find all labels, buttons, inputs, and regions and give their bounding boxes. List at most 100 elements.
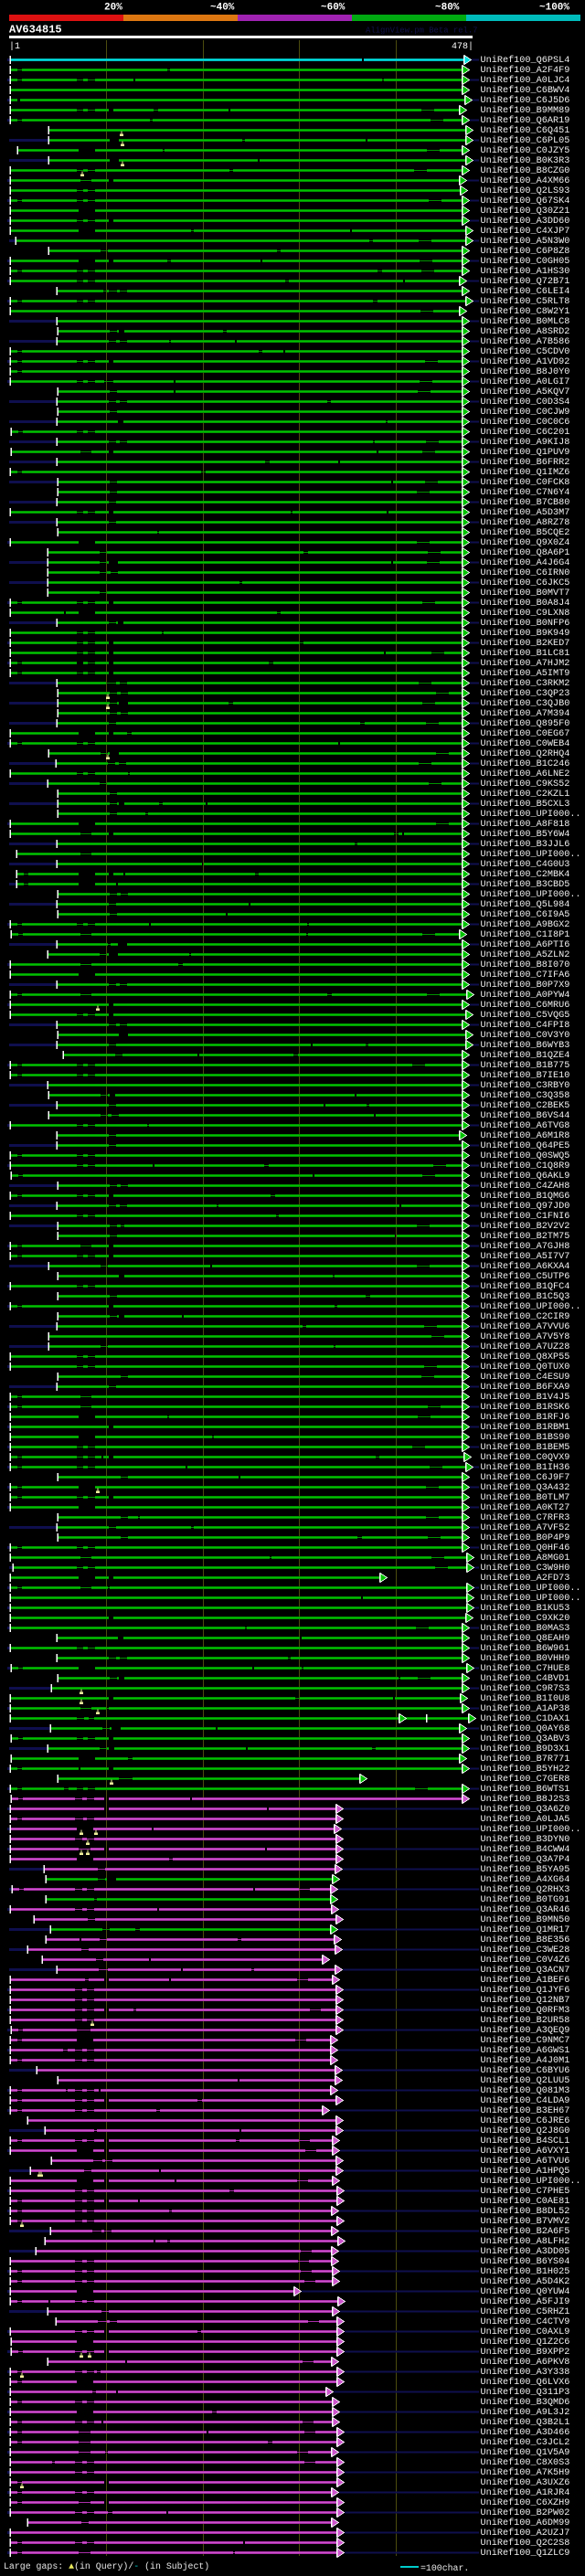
svg-text:UniRef100_B0P4P9: UniRef100_B0P4P9 <box>481 1532 570 1543</box>
svg-text:UniRef100_B5YA95: UniRef100_B5YA95 <box>481 1864 570 1875</box>
svg-text:UniRef100_C0V3Y0: UniRef100_C0V3Y0 <box>481 1030 570 1041</box>
svg-text:UniRef100_A5N3W0: UniRef100_A5N3W0 <box>481 236 570 247</box>
svg-text:UniRef100_B1RBM1: UniRef100_B1RBM1 <box>481 1422 570 1433</box>
svg-text:UniRef100_B1H025: UniRef100_B1H025 <box>481 2266 570 2277</box>
svg-text:UniRef100_Q30Z21: UniRef100_Q30Z21 <box>481 206 570 217</box>
svg-text:UniRef100_B2A6F5: UniRef100_B2A6F5 <box>481 2226 570 2237</box>
svg-text:UniRef100_B2UR58: UniRef100_B2UR58 <box>481 2015 570 2026</box>
svg-text:UniRef100_C4ZAH8: UniRef100_C4ZAH8 <box>481 1181 570 1192</box>
svg-text:~60%: ~60% <box>321 3 346 14</box>
svg-text:UniRef100_B0VHH9: UniRef100_B0VHH9 <box>481 1653 570 1664</box>
svg-text:UniRef100_C4LDA9: UniRef100_C4LDA9 <box>481 2095 570 2106</box>
svg-text:UniRef100_Q6PSL4: UniRef100_Q6PSL4 <box>481 55 570 66</box>
svg-text:UniRef100_B5CQE2: UniRef100_B5CQE2 <box>481 527 570 538</box>
svg-text:UniRef100_A3DD60: UniRef100_A3DD60 <box>481 216 570 227</box>
svg-text:UniRef100_C4BVD1: UniRef100_C4BVD1 <box>481 1673 570 1684</box>
svg-text:UniRef100_A1VD92: UniRef100_A1VD92 <box>481 356 570 367</box>
svg-text:UniRef100_C2CIR9: UniRef100_C2CIR9 <box>481 1311 570 1322</box>
svg-text:UniRef100_B7CB80: UniRef100_B7CB80 <box>481 497 570 508</box>
svg-text:UniRef100_A2UZJ7: UniRef100_A2UZJ7 <box>481 2528 570 2539</box>
svg-text:UniRef100_A1RJR4: UniRef100_A1RJR4 <box>481 2487 570 2498</box>
svg-text:Large gaps: ▲(in Query)/- (in: Large gaps: ▲(in Query)/- (in Subject) <box>4 2561 209 2571</box>
svg-text:UniRef100_C0V4Z6: UniRef100_C0V4Z6 <box>481 1955 570 1966</box>
svg-text:UniRef100_B1BS90: UniRef100_B1BS90 <box>481 1432 570 1443</box>
svg-text:UniRef100_A7V5Y8: UniRef100_A7V5Y8 <box>481 1331 570 1342</box>
svg-text:UniRef100_C7IFA6: UniRef100_C7IFA6 <box>481 970 570 981</box>
svg-text:UniRef100_B5CXL3: UniRef100_B5CXL3 <box>481 799 570 810</box>
svg-text:UniRef100_A7UZ28: UniRef100_A7UZ28 <box>481 1341 570 1352</box>
svg-text:UniRef100_Q3B2L1: UniRef100_Q3B2L1 <box>481 2417 570 2428</box>
svg-text:UniRef100_B9MM89: UniRef100_B9MM89 <box>481 105 570 116</box>
svg-text:UniRef100_B6FRR2: UniRef100_B6FRR2 <box>481 457 570 468</box>
svg-text:UniRef100_B3QMD6: UniRef100_B3QMD6 <box>481 2397 570 2408</box>
svg-text:UniRef100_C7RFR3: UniRef100_C7RFR3 <box>481 1512 570 1523</box>
svg-text:UniRef100_Q2J8G0: UniRef100_Q2J8G0 <box>481 2125 570 2136</box>
svg-text:UniRef100_UPI000..: UniRef100_UPI000.. <box>481 889 581 900</box>
svg-text:UniRef100_C2BEK5: UniRef100_C2BEK5 <box>481 1100 570 1111</box>
svg-text:UniRef100_B0A8J4: UniRef100_B0A8J4 <box>481 598 570 609</box>
svg-text:UniRef100_C9KS52: UniRef100_C9KS52 <box>481 779 570 790</box>
svg-text:UniRef100_A8RZ78: UniRef100_A8RZ78 <box>481 517 570 528</box>
svg-text:UniRef100_A7GJH8: UniRef100_A7GJH8 <box>481 1241 570 1252</box>
svg-text:UniRef100_A6TVU6: UniRef100_A6TVU6 <box>481 2156 570 2167</box>
svg-text:UniRef100_B8J2S3: UniRef100_B8J2S3 <box>481 1794 570 1805</box>
svg-text:~40%: ~40% <box>210 3 235 14</box>
svg-text:UniRef100_C4FPI8: UniRef100_C4FPI8 <box>481 1020 570 1031</box>
svg-text:UniRef100_A6M1R8: UniRef100_A6M1R8 <box>481 1130 570 1141</box>
svg-text:UniRef100_UPI000..: UniRef100_UPI000.. <box>481 1593 581 1604</box>
svg-text:478|: 478| <box>452 41 473 52</box>
svg-text:UniRef100_B0MLC8: UniRef100_B0MLC8 <box>481 316 570 327</box>
svg-text:UniRef100_C3W9H0: UniRef100_C3W9H0 <box>481 1563 570 1574</box>
svg-text:UniRef100_A8SRD2: UniRef100_A8SRD2 <box>481 326 570 337</box>
svg-text:UniRef100_C5VQG5: UniRef100_C5VQG5 <box>481 1010 570 1021</box>
svg-text:UniRef100_C3RBY0: UniRef100_C3RBY0 <box>481 1080 570 1091</box>
svg-text:UniRef100_B4SCL1: UniRef100_B4SCL1 <box>481 2136 570 2147</box>
svg-text:UniRef100_Q2RHQ4: UniRef100_Q2RHQ4 <box>481 748 570 759</box>
svg-text:UniRef100_B2KED7: UniRef100_B2KED7 <box>481 638 570 649</box>
svg-text:UniRef100_C3RKM2: UniRef100_C3RKM2 <box>481 678 570 689</box>
svg-text:UniRef100_C0AXL9: UniRef100_C0AXL9 <box>481 2327 570 2337</box>
svg-text:UniRef100_C9NMC7: UniRef100_C9NMC7 <box>481 2035 570 2046</box>
svg-text:UniRef100_A3Y338: UniRef100_A3Y338 <box>481 2367 570 2378</box>
svg-text:UniRef100_C1DAX1: UniRef100_C1DAX1 <box>481 1713 570 1724</box>
svg-text:UniRef100_C4CTV9: UniRef100_C4CTV9 <box>481 2316 570 2327</box>
svg-text:UniRef100_B9MN50: UniRef100_B9MN50 <box>481 1914 570 1925</box>
svg-text:UniRef100_A7M394: UniRef100_A7M394 <box>481 708 570 719</box>
svg-text:UniRef100_Q3AR46: UniRef100_Q3AR46 <box>481 1904 570 1915</box>
svg-text:UniRef100_A5FJI9: UniRef100_A5FJI9 <box>481 2296 570 2307</box>
svg-text:UniRef100_B0MVT7: UniRef100_B0MVT7 <box>481 588 570 599</box>
svg-text:UniRef100_Q6AR19: UniRef100_Q6AR19 <box>481 115 570 126</box>
svg-text:UniRef100_C0CJW9: UniRef100_C0CJW9 <box>481 407 570 418</box>
svg-text:UniRef100_Q5L984: UniRef100_Q5L984 <box>481 899 570 910</box>
svg-text:UniRef100_Q1V5A9: UniRef100_Q1V5A9 <box>481 2447 570 2458</box>
svg-text:UniRef100_B6FXA9: UniRef100_B6FXA9 <box>481 1382 570 1393</box>
svg-text:UniRef100_Q895F0: UniRef100_Q895F0 <box>481 718 570 729</box>
svg-text:UniRef100_C4G0U3: UniRef100_C4G0U3 <box>481 859 570 870</box>
svg-text:UniRef100_Q1MR17: UniRef100_Q1MR17 <box>481 1924 570 1935</box>
svg-text:UniRef100_Q0YUW4: UniRef100_Q0YUW4 <box>481 2286 570 2297</box>
svg-text:UniRef100_B8DL52: UniRef100_B8DL52 <box>481 2206 570 2217</box>
svg-text:UniRef100_B1KU53: UniRef100_B1KU53 <box>481 1603 570 1614</box>
svg-text:UniRef100_A7HJM2: UniRef100_A7HJM2 <box>481 658 570 669</box>
svg-text:UniRef100_C1Q8R9: UniRef100_C1Q8R9 <box>481 1161 570 1171</box>
svg-text:UniRef100_A7K5H9: UniRef100_A7K5H9 <box>481 2467 570 2478</box>
svg-text:UniRef100_A6GWS1: UniRef100_A6GWS1 <box>481 2045 570 2056</box>
svg-text:UniRef100_A0PYW4: UniRef100_A0PYW4 <box>481 990 570 1001</box>
svg-text:UniRef100_C0GH05: UniRef100_C0GH05 <box>481 256 570 267</box>
svg-text:UniRef100_C7PHE5: UniRef100_C7PHE5 <box>481 2186 570 2197</box>
svg-text:UniRef100_Q3A7P4: UniRef100_Q3A7P4 <box>481 1854 570 1865</box>
svg-text:UniRef100_Q3A432: UniRef100_Q3A432 <box>481 1482 570 1493</box>
svg-text:UniRef100_B1LC81: UniRef100_B1LC81 <box>481 648 570 659</box>
svg-text:UniRef100_C0AE81: UniRef100_C0AE81 <box>481 2196 570 2207</box>
svg-text:UniRef100_B5Y6W4: UniRef100_B5Y6W4 <box>481 829 570 840</box>
svg-text:UniRef100_A5D3M7: UniRef100_A5D3M7 <box>481 507 570 518</box>
svg-text:UniRef100_Q2LUU5: UniRef100_Q2LUU5 <box>481 2075 570 2086</box>
svg-text:AlignView.pm Beta rel.7: AlignView.pm Beta rel.7 <box>366 27 478 36</box>
svg-text:UniRef100_Q2C2S8: UniRef100_Q2C2S8 <box>481 2538 570 2549</box>
svg-text:UniRef100_C6P8Z8: UniRef100_C6P8Z8 <box>481 246 570 257</box>
svg-text:UniRef100_B5YH22: UniRef100_B5YH22 <box>481 1764 570 1775</box>
svg-text:UniRef100_A1HPQ5: UniRef100_A1HPQ5 <box>481 2166 570 2177</box>
svg-text:UniRef100_A7B586: UniRef100_A7B586 <box>481 336 570 347</box>
svg-text:UniRef100_UPI000..: UniRef100_UPI000.. <box>481 1301 581 1312</box>
svg-text:UniRef100_B0P7X9: UniRef100_B0P7X9 <box>481 980 570 991</box>
